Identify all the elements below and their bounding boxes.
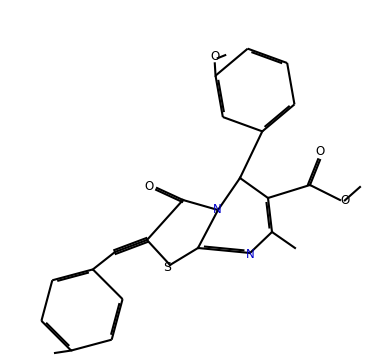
Text: O: O [341, 194, 350, 207]
Text: O: O [210, 50, 219, 63]
Text: N: N [213, 203, 221, 216]
Text: S: S [163, 261, 171, 274]
Text: O: O [145, 180, 154, 193]
Text: N: N [246, 248, 254, 261]
Text: O: O [316, 145, 325, 158]
